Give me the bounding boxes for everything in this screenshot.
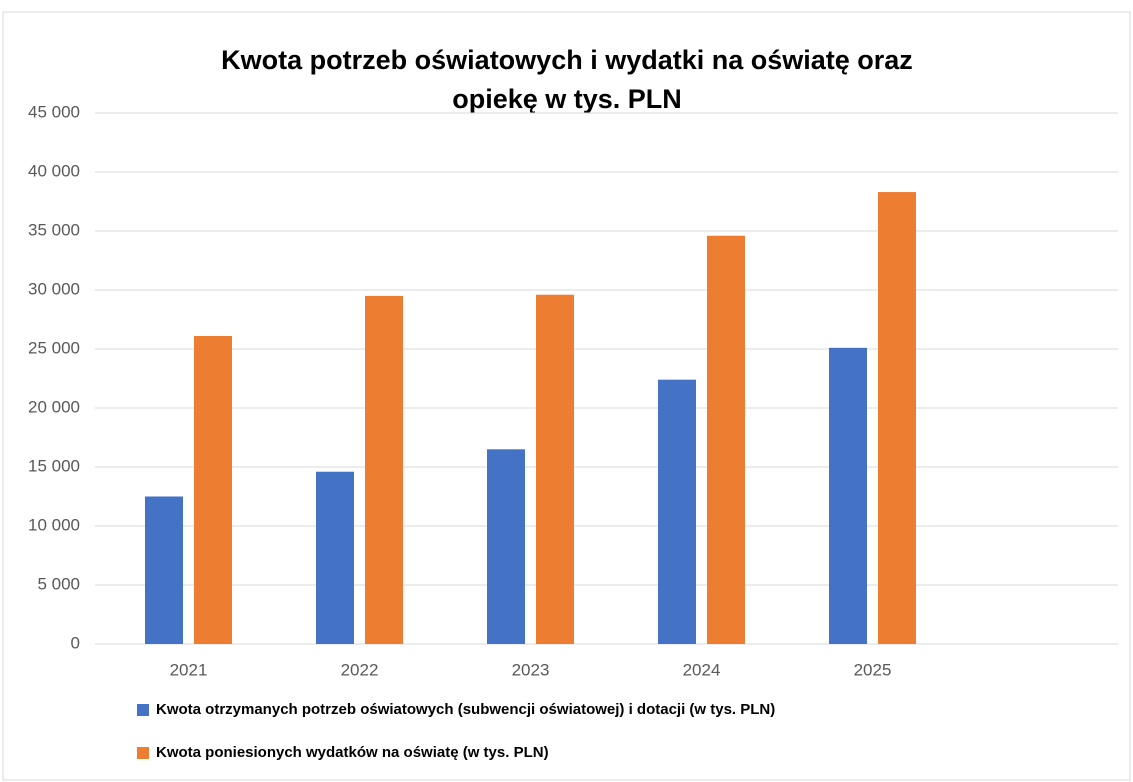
bar xyxy=(878,192,916,644)
y-tick-label: 10 000 xyxy=(28,515,80,534)
x-tick-label: 2023 xyxy=(512,660,550,679)
bar xyxy=(487,449,525,644)
y-tick-label: 45 000 xyxy=(28,102,80,121)
legend-swatch xyxy=(137,747,149,759)
bar xyxy=(829,347,867,644)
y-tick-label: 15 000 xyxy=(28,456,80,475)
y-tick-label: 35 000 xyxy=(28,220,80,239)
chart-title: opiekę w tys. PLN xyxy=(452,84,682,114)
chart-title: Kwota potrzeb oświatowych i wydatki na o… xyxy=(221,45,913,75)
x-tick-label: 2022 xyxy=(341,660,379,679)
bar xyxy=(707,235,745,644)
legend-label: Kwota otrzymanych potrzeb oświatowych (s… xyxy=(156,701,775,718)
bar xyxy=(316,471,354,644)
y-tick-label: 25 000 xyxy=(28,338,80,357)
x-tick-label: 2024 xyxy=(683,660,721,679)
y-tick-label: 5 000 xyxy=(37,574,80,593)
bar xyxy=(145,496,183,644)
bar xyxy=(194,336,232,644)
y-tick-label: 40 000 xyxy=(28,161,80,180)
x-tick-label: 2025 xyxy=(854,660,892,679)
y-tick-label: 0 xyxy=(71,633,80,652)
legend-label: Kwota poniesionych wydatków na oświatę (… xyxy=(156,744,549,761)
x-tick-label: 2021 xyxy=(170,660,208,679)
legend-swatch xyxy=(137,704,149,716)
bar xyxy=(658,379,696,644)
bar xyxy=(365,295,403,644)
y-tick-label: 20 000 xyxy=(28,397,80,416)
y-tick-label: 30 000 xyxy=(28,279,80,298)
bar xyxy=(536,294,574,644)
